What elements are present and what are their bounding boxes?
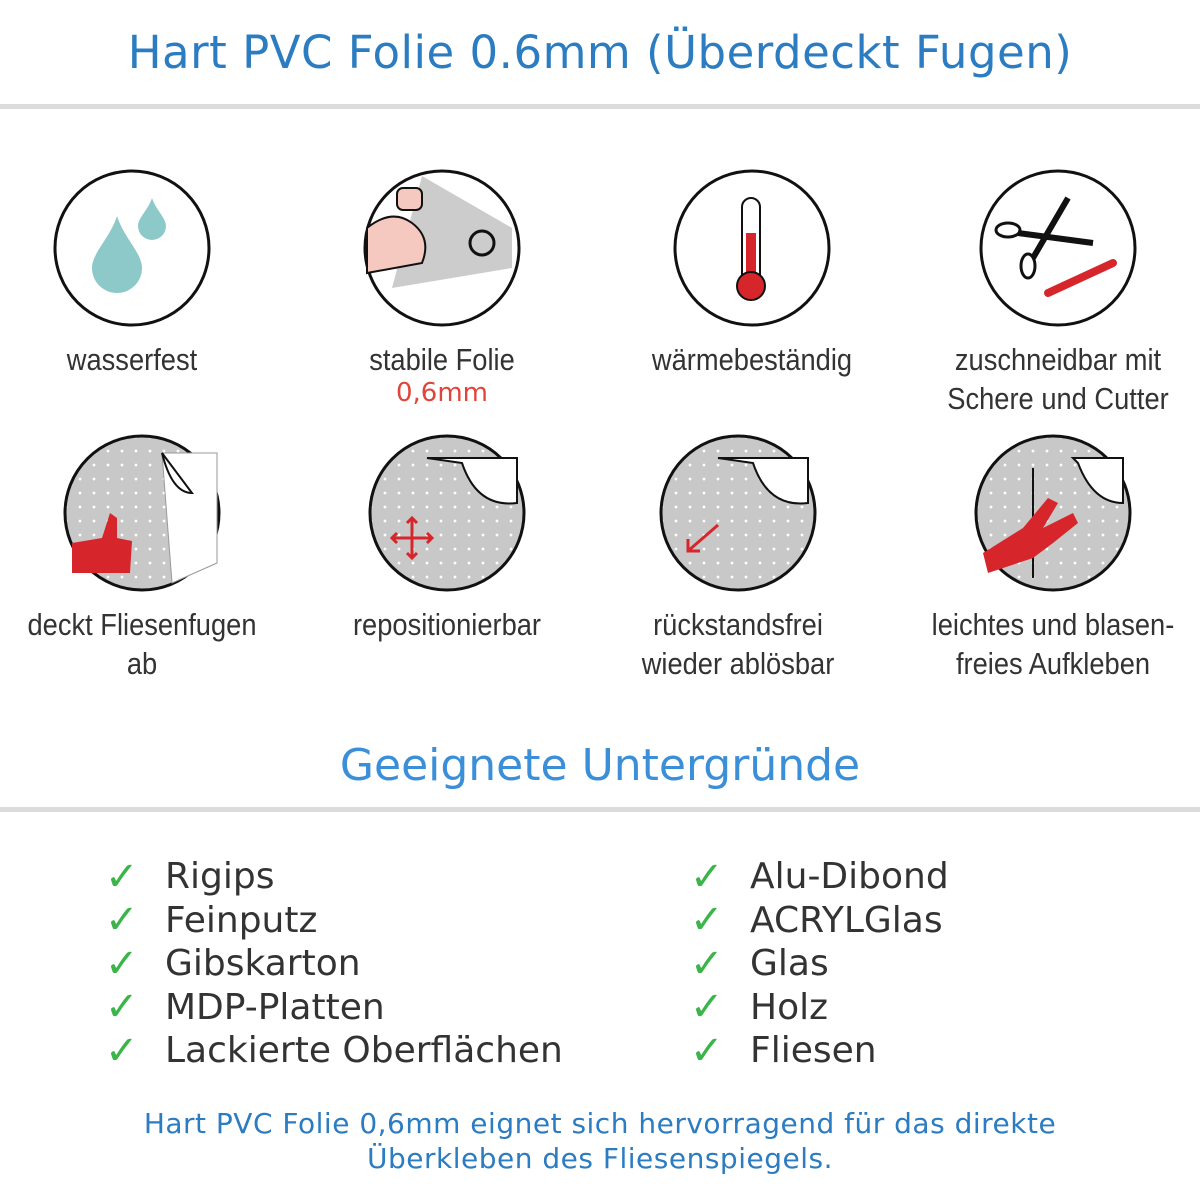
check-icon: ✓	[105, 984, 139, 1031]
surfaces-list-left: ✓ Rigips ✓ Feinputz ✓ Gibskarton ✓ MDP-Platt…	[105, 853, 563, 1074]
footer-note: Hart PVC Folie 0,6mm eignet sich hervorr…	[143, 1107, 1057, 1175]
list-item: ✓ Gibskarton	[105, 940, 361, 987]
list-item: ✓ Lackierte Oberflächen	[105, 1027, 563, 1074]
feature-label: wärmebeständig	[651, 342, 853, 377]
feature-label: deckt Fliesenfugen ab	[27, 607, 257, 681]
check-icon: ✓	[690, 984, 724, 1031]
list-item: ✓ Feinputz	[105, 897, 318, 944]
divider	[0, 104, 1200, 109]
list-item: ✓ Rigips	[105, 853, 275, 900]
check-icon: ✓	[690, 853, 724, 900]
feature-heat: wärmebeständig	[602, 168, 902, 379]
feature-label: leichtes und blasen-freies Aufkleben	[931, 607, 1175, 681]
feature-sub-label: 0,6mm	[395, 378, 488, 408]
feature-waterproof: wasserfest	[0, 168, 282, 379]
feature-label: stabile Folie	[369, 342, 515, 377]
divider	[0, 807, 1200, 812]
feature-removable: rückstandsfrei wieder ablösbar	[588, 433, 888, 683]
scissors-cutter-icon	[979, 169, 1137, 327]
thumbs-up-tiles-icon	[63, 434, 221, 592]
feature-stable: stabile Folie 0,6mm	[292, 168, 592, 407]
feature-repositionable: repositionierbar	[297, 433, 597, 644]
feature-label: wasserfest	[66, 342, 198, 377]
feature-cut: zuschneidbar mit Schere und Cutter	[908, 168, 1200, 418]
check-icon: ✓	[690, 940, 724, 987]
check-icon: ✓	[690, 1027, 724, 1074]
section-title: Geeignete Untergründe	[339, 740, 861, 791]
check-icon: ✓	[105, 940, 139, 987]
feature-label: repositionierbar	[352, 607, 542, 642]
strong-arm-icon	[363, 169, 521, 327]
list-item: ✓ ACRYLGlas	[690, 897, 943, 944]
surfaces-list-right: ✓ Alu-Dibond ✓ ACRYLGlas ✓ Glas ✓ Holz ✓ Flie…	[690, 853, 949, 1074]
feature-label: zuschneidbar mit Schere und Cutter	[947, 342, 1169, 416]
list-item: ✓ Glas	[690, 940, 829, 987]
move-arrows-icon	[368, 434, 526, 592]
hand-smooth-icon	[974, 434, 1132, 592]
check-icon: ✓	[690, 897, 724, 944]
thermometer-icon	[673, 169, 831, 327]
list-item: ✓ Alu-Dibond	[690, 853, 949, 900]
list-item: ✓ MDP-Platten	[105, 984, 385, 1031]
feature-covers-joints: deckt Fliesenfugen ab	[0, 433, 292, 683]
check-icon: ✓	[105, 853, 139, 900]
water-drops-icon	[53, 169, 211, 327]
feature-bubble-free: leichtes und blasen-freies Aufkleben	[903, 433, 1200, 683]
peel-arrow-icon	[659, 434, 817, 592]
page-title: Hart PVC Folie 0.6mm (Überdeckt Fugen)	[127, 26, 1073, 79]
check-icon: ✓	[105, 897, 139, 944]
list-item: ✓ Holz	[690, 984, 828, 1031]
feature-label: rückstandsfrei wieder ablösbar	[641, 607, 835, 681]
check-icon: ✓	[105, 1027, 139, 1074]
list-item: ✓ Fliesen	[690, 1027, 877, 1074]
